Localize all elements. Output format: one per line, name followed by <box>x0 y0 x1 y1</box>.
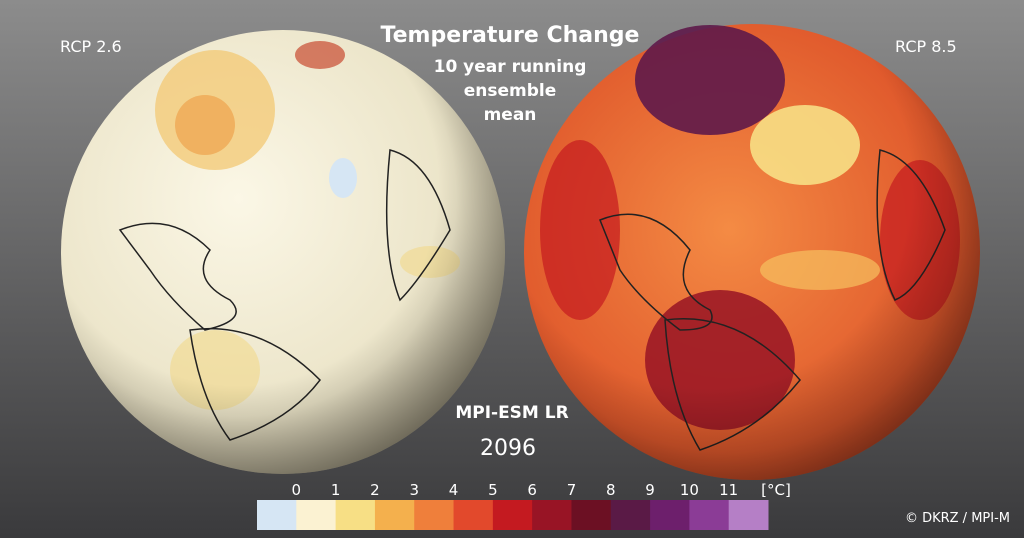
colorbar-swatch <box>571 500 612 530</box>
globe-right <box>524 24 980 480</box>
colorbar-swatch <box>257 500 297 530</box>
year-label: 2096 <box>480 436 536 461</box>
colorbar-tick-label: 5 <box>488 481 498 499</box>
colorbar-tick-label: 10 <box>680 481 699 499</box>
colorbar-swatch <box>492 500 533 530</box>
colorbar-swatch <box>335 500 376 530</box>
colorbar-tick-label: 6 <box>527 481 537 499</box>
colorbar-swatch <box>689 500 730 530</box>
subtitle: 10 year running <box>434 57 587 77</box>
colorbar-swatch <box>414 500 455 530</box>
colorbar-tick-label: 2 <box>370 481 380 499</box>
colorbar-swatch <box>650 500 690 530</box>
globe-left <box>61 30 505 474</box>
scenario-label: RCP 2.6 <box>60 37 122 56</box>
subtitle: ensemble <box>464 81 557 101</box>
colorbar-swatch <box>728 500 769 530</box>
colorbar-tick-label: 0 <box>292 481 302 499</box>
colorbar-swatch <box>374 500 415 530</box>
title: Temperature Change <box>381 23 640 48</box>
colorbar-tick-label: 8 <box>606 481 616 499</box>
colorbar-tick-label: 4 <box>449 481 459 499</box>
colorbar-swatch <box>532 500 572 530</box>
colorbar-tick-label: 9 <box>645 481 655 499</box>
colorbar-tick-label: 3 <box>409 481 419 499</box>
credit: © DKRZ / MPI-M <box>905 511 1010 526</box>
scenario-label: RCP 8.5 <box>895 37 957 56</box>
colorbar-swatch <box>296 500 337 530</box>
colorbar-tick-label: 7 <box>567 481 577 499</box>
colorbar-unit: [°C] <box>761 481 791 499</box>
colorbar-swatch <box>453 500 494 530</box>
subtitle: mean <box>484 105 537 125</box>
colorbar-swatch <box>610 500 651 530</box>
model-label: MPI-ESM LR <box>455 403 568 423</box>
colorbar-tick-label: 1 <box>331 481 341 499</box>
colorbar-tick-label: 11 <box>719 481 738 499</box>
colorbar: 0 1 2 3 4 5 6 7 8 9 10 11 [°C] <box>257 481 791 530</box>
